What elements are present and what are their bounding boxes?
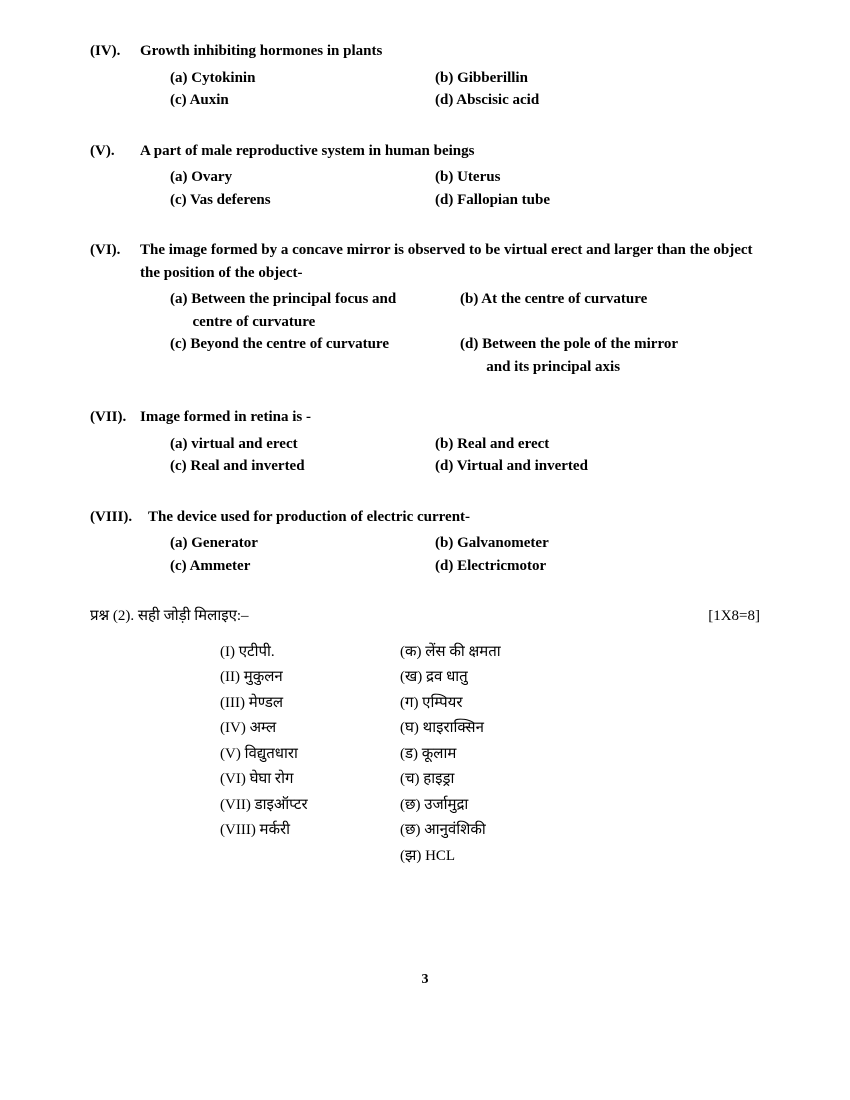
- match-left: [220, 844, 400, 870]
- option-b: (b) Galvanometer: [435, 532, 700, 555]
- match-right: (झ) HCL: [400, 844, 760, 870]
- question-text: Growth inhibiting hormones in plants: [140, 40, 760, 63]
- match-right: (ग) एम्पियर: [400, 691, 760, 717]
- match-left: (II) मुकुलन: [220, 665, 400, 691]
- option-b: (b) Real and erect: [435, 433, 700, 456]
- options: (a) Generator (b) Galvanometer (c) Ammet…: [170, 532, 760, 577]
- match-right: (ख) द्रव धातु: [400, 665, 760, 691]
- question-8: (VIII). The device used for production o…: [90, 506, 760, 578]
- match-right: (घ) थाइराक्सिन: [400, 716, 760, 742]
- match-left: (VI) घेघा रोग: [220, 767, 400, 793]
- option-c: (c) Beyond the centre of curvature: [170, 333, 460, 356]
- match-left: (IV) अम्ल: [220, 716, 400, 742]
- question-text: The image formed by a concave mirror is …: [140, 239, 760, 284]
- question-number: (VII).: [90, 406, 140, 429]
- option-b: (b) Uterus: [435, 166, 700, 189]
- question-text: Image formed in retina is -: [140, 406, 760, 429]
- options: (a) Between the principal focus and (b) …: [170, 288, 760, 378]
- match-right: (क) लेंस की क्षमता: [400, 640, 760, 666]
- question-6: (VI). The image formed by a concave mirr…: [90, 239, 760, 378]
- match-table: (I) एटीपी.(क) लेंस की क्षमता (II) मुकुलन…: [220, 640, 760, 870]
- option-d: (d) Virtual and inverted: [435, 455, 700, 478]
- question-number: (IV).: [90, 40, 140, 63]
- match-left: (V) विद्युतधारा: [220, 742, 400, 768]
- match-right: (छ) उर्जामुद्रा: [400, 793, 760, 819]
- question-text: A part of male reproductive system in hu…: [140, 140, 760, 163]
- option-d: (d) Electricmotor: [435, 555, 700, 578]
- options: (a) virtual and erect (b) Real and erect…: [170, 433, 760, 478]
- option-c: (c) Auxin: [170, 89, 435, 112]
- match-right: (च) हाइड्रा: [400, 767, 760, 793]
- option-a: (a) Cytokinin: [170, 67, 435, 90]
- option-a-line1: (a) Between the principal focus and: [170, 288, 460, 311]
- question-4: (IV). Growth inhibiting hormones in plan…: [90, 40, 760, 112]
- option-a: (a) virtual and erect: [170, 433, 435, 456]
- match-left: (VII) डाइऑप्टर: [220, 793, 400, 819]
- question-number: (VI).: [90, 239, 140, 284]
- options: (a) Cytokinin (b) Gibberillin (c) Auxin …: [170, 67, 760, 112]
- exam-page: (IV). Growth inhibiting hormones in plan…: [0, 0, 850, 1030]
- option-b: (b) At the centre of curvature: [460, 288, 725, 311]
- option-a: (a) Generator: [170, 532, 435, 555]
- match-left: (III) मेण्डल: [220, 691, 400, 717]
- option-b: (b) Gibberillin: [435, 67, 700, 90]
- options: (a) Ovary (b) Uterus (c) Vas deferens (d…: [170, 166, 760, 211]
- match-left: (VIII) मर्करी: [220, 818, 400, 844]
- option-a-line2: centre of curvature: [170, 311, 460, 334]
- match-left: (I) एटीपी.: [220, 640, 400, 666]
- option-c: (c) Real and inverted: [170, 455, 435, 478]
- section-2-label: प्रश्न (2). सही जोड़ी मिलाइए:–: [90, 605, 680, 628]
- match-right: (ड) कूलाम: [400, 742, 760, 768]
- section-2-marks: [1X8=8]: [680, 605, 760, 628]
- match-right: (छ) आनुवंशिकी: [400, 818, 760, 844]
- option-d: (d) Fallopian tube: [435, 189, 700, 212]
- question-number: (VIII).: [90, 506, 148, 529]
- option-c: (c) Vas deferens: [170, 189, 435, 212]
- question-5: (V). A part of male reproductive system …: [90, 140, 760, 212]
- option-empty: [170, 356, 460, 379]
- option-d-line2: and its principal axis: [460, 356, 725, 379]
- option-a: (a) Ovary: [170, 166, 435, 189]
- option-empty: [460, 311, 725, 334]
- option-d: (d) Abscisic acid: [435, 89, 700, 112]
- question-text: The device used for production of electr…: [148, 506, 760, 529]
- option-d-line1: (d) Between the pole of the mirror: [460, 333, 725, 356]
- section-2-header: प्रश्न (2). सही जोड़ी मिलाइए:– [1X8=8]: [90, 605, 760, 628]
- option-c: (c) Ammeter: [170, 555, 435, 578]
- page-number: 3: [90, 969, 760, 990]
- question-number: (V).: [90, 140, 140, 163]
- question-7: (VII). Image formed in retina is - (a) v…: [90, 406, 760, 478]
